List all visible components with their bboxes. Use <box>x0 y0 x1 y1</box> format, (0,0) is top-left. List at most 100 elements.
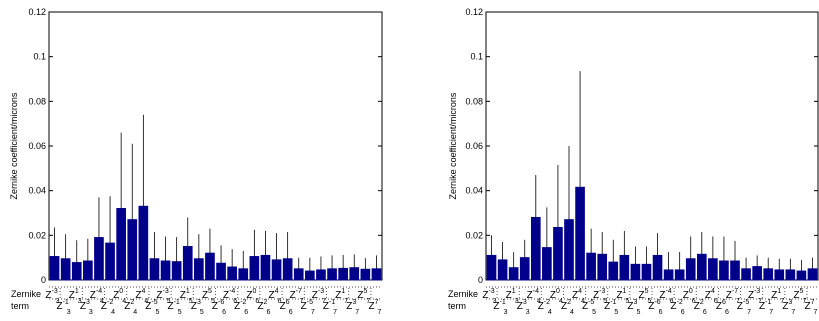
term-subscript: 6 <box>255 298 259 305</box>
bar-Z4-2 <box>105 242 115 281</box>
bar-Z33 <box>83 260 93 281</box>
bar-Z66 <box>719 260 729 281</box>
term-row-label-2: term <box>448 301 466 311</box>
term-subscript: 6 <box>278 298 282 305</box>
term-subscript: 6 <box>692 298 696 305</box>
term-subscript: 4 <box>111 309 115 316</box>
term-label: Z-5 <box>737 299 749 312</box>
bar-Z6-6 <box>216 262 226 281</box>
term-subscript: 4 <box>548 309 552 316</box>
bar-Z73 <box>349 267 360 281</box>
term-subscript: 3 <box>515 298 519 305</box>
bar-Z71 <box>338 267 348 281</box>
y-axis-label: Zernike coefficient/microns <box>9 92 19 199</box>
y-tick-label: 0.12 <box>465 7 483 17</box>
term-label: Z-1 <box>759 299 771 312</box>
y-tick-label: 0.08 <box>465 96 483 106</box>
y-tick-label: 0 <box>41 275 46 285</box>
term-label: Z-4 <box>90 288 102 301</box>
term-subscript: 7 <box>814 309 818 316</box>
term-subscript: 5 <box>155 309 159 316</box>
bar-Z42 <box>127 219 138 281</box>
bar-Z31 <box>508 267 519 281</box>
y-tick-label: 0.06 <box>28 141 46 151</box>
bar-Z51 <box>182 246 193 281</box>
term-label: Z1 <box>69 288 79 301</box>
bar-Z7-3 <box>316 269 326 281</box>
term-label: Z1 <box>506 288 516 301</box>
term-label: Z-1 <box>167 299 179 312</box>
term-label: Z2 <box>257 299 267 312</box>
bar-Z5-5 <box>149 258 160 281</box>
bar-Z60 <box>685 258 696 281</box>
term-label: Z-4 <box>527 288 539 301</box>
term-label: Z-6 <box>212 299 224 312</box>
term-row-label-1: Zernike <box>448 289 478 299</box>
term-subscript: 3 <box>78 298 82 305</box>
term-subscript: 6 <box>703 309 707 316</box>
term-label: Z-1 <box>604 299 616 312</box>
bar-Z40 <box>553 227 563 281</box>
term-subscript: 7 <box>355 309 359 316</box>
term-label: Z5 <box>357 288 367 301</box>
term-subscript: 6 <box>233 298 237 305</box>
term-subscript: 3 <box>89 309 93 316</box>
term-label: Z3 <box>191 299 201 312</box>
term-label: Z-2 <box>234 299 246 312</box>
y-tick-label: 0.02 <box>28 230 46 240</box>
bar-Z5-3 <box>160 260 171 281</box>
y-tick-label: 0.02 <box>465 230 483 240</box>
term-label: Z-5 <box>301 299 313 312</box>
term-label: Z-2 <box>538 299 550 312</box>
term-subscript: 7 <box>377 309 381 316</box>
term-subscript: 5 <box>603 298 607 305</box>
bar-Z4-4 <box>530 216 541 281</box>
y-tick-label: 0.1 <box>470 52 483 62</box>
term-label: Z-2 <box>670 299 682 312</box>
term-label: Z4 <box>269 288 279 301</box>
y-tick-label: 0.12 <box>28 7 46 17</box>
term-label: Z-3 <box>482 288 494 301</box>
term-label: Z1 <box>771 288 781 301</box>
term-label: Z-1 <box>493 299 505 312</box>
term-label: Z6 <box>280 299 290 312</box>
term-subscript: 4 <box>537 298 541 305</box>
bar-Z62 <box>260 254 271 281</box>
bar-Z7-1 <box>327 268 337 281</box>
term-subscript: 5 <box>178 309 182 316</box>
term-label: Z5 <box>202 288 212 301</box>
bar-Z4-2 <box>542 247 552 281</box>
term-subscript: 6 <box>266 309 270 316</box>
term-subscript: 4 <box>559 298 563 305</box>
term-subscript: 4 <box>133 309 137 316</box>
bar-Z6-2 <box>674 269 685 281</box>
term-label: Z-4 <box>659 288 671 301</box>
term-subscript: 4 <box>144 298 148 305</box>
term-label: Z0 <box>246 288 256 301</box>
bar-Z7-7 <box>293 268 304 281</box>
bar-Z73 <box>785 269 796 281</box>
term-label: Z0 <box>113 288 123 301</box>
term-label: Z3 <box>517 299 527 312</box>
bar-Z7-7 <box>730 260 740 281</box>
term-subscript: 5 <box>614 309 618 316</box>
y-tick-label: 0.04 <box>465 186 483 196</box>
bar-Z33 <box>519 257 530 281</box>
term-subscript: 6 <box>222 309 226 316</box>
term-subscript: 7 <box>780 298 784 305</box>
term-subscript: 6 <box>670 298 674 305</box>
term-label: Z-3 <box>593 288 605 301</box>
y-axis-label: Zernike coefficient/microns <box>448 92 458 199</box>
bar-Z42 <box>564 219 574 281</box>
term-subscript: 5 <box>625 298 629 305</box>
bar-Z77 <box>807 268 818 281</box>
bar-Z53 <box>630 263 641 281</box>
term-subscript: 6 <box>725 309 729 316</box>
bar-Z31 <box>71 262 82 281</box>
term-label: Z1 <box>180 288 190 301</box>
term-subscript: 5 <box>200 309 204 316</box>
term-subscript: 6 <box>714 298 718 305</box>
term-label: Z4 <box>572 288 582 301</box>
term-label: Z7 <box>368 299 378 312</box>
